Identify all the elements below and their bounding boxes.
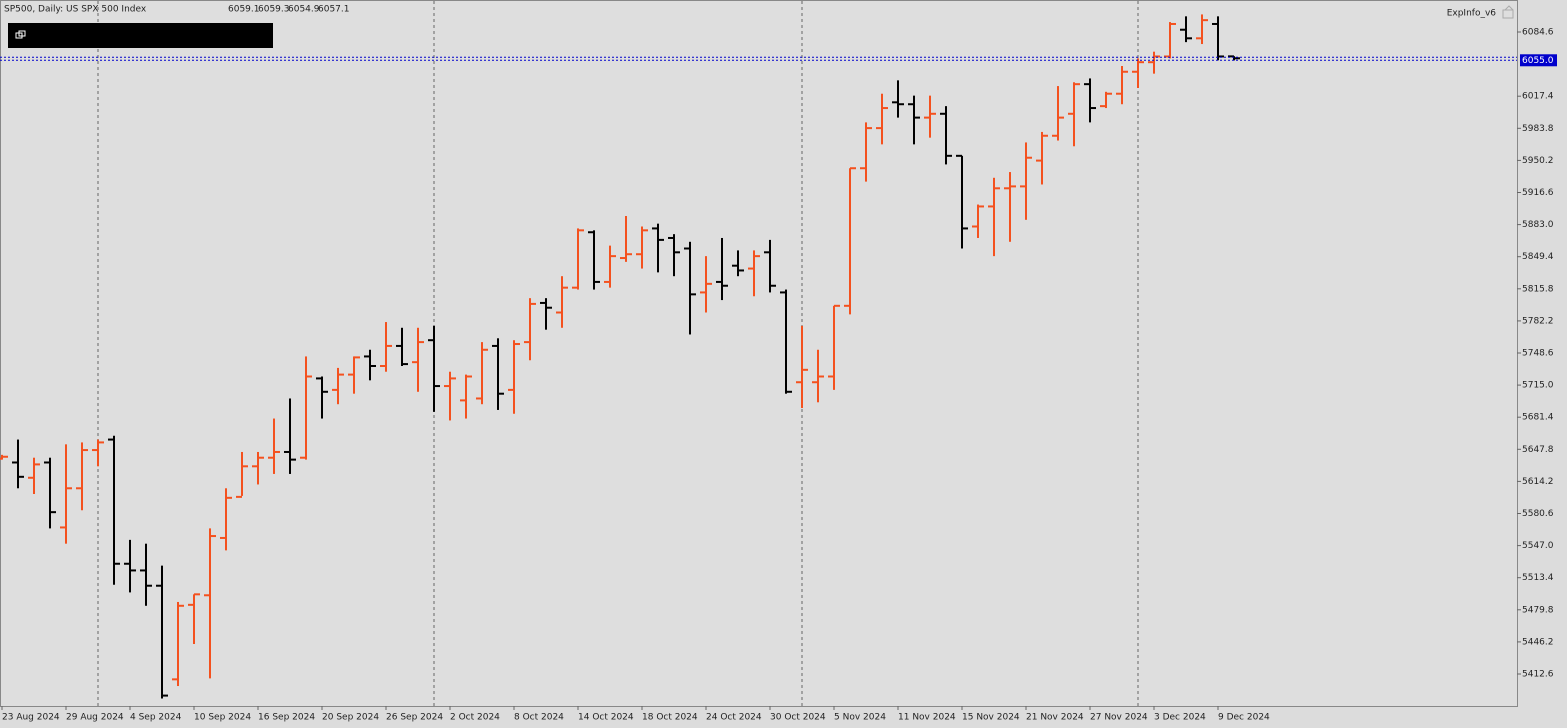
y-tick-label: 5479.8 xyxy=(1522,605,1554,615)
y-tick-label: 5815.8 xyxy=(1522,284,1554,294)
y-tick-label: 5580.6 xyxy=(1522,509,1554,519)
y-tick-label: 5983.8 xyxy=(1522,124,1554,134)
x-tick-label: 27 Nov 2024 xyxy=(1090,713,1148,723)
ohlc-close: 6057.1 xyxy=(318,5,350,15)
x-tick-label: 3 Dec 2024 xyxy=(1154,713,1206,723)
plot: 6084.6 6017.4 5983.8 5950.2 5916.6 5883.0 5849… xyxy=(0,14,1557,723)
y-tick-label: 5715.0 xyxy=(1522,381,1554,391)
y-tick-label: 5950.2 xyxy=(1522,156,1554,166)
y-tick-label: 5647.8 xyxy=(1522,445,1554,455)
x-tick-label: 26 Sep 2024 xyxy=(386,713,443,723)
x-tick-label: 8 Oct 2024 xyxy=(514,713,564,723)
price-label: 6055.0 xyxy=(1522,56,1554,66)
y-tick-label: 5782.2 xyxy=(1522,316,1554,326)
ohlc-high: 6059.3 xyxy=(258,5,290,15)
x-tick-label: 15 Nov 2024 xyxy=(962,713,1020,723)
x-tick-label: 18 Oct 2024 xyxy=(642,713,698,723)
panel[interactable] xyxy=(8,23,273,48)
y-tick-label: 6017.4 xyxy=(1522,92,1554,102)
x-tick-label: 16 Sep 2024 xyxy=(258,713,315,723)
y-tick-label: 5883.0 xyxy=(1522,220,1554,230)
x-tick-label: 5 Nov 2024 xyxy=(834,713,886,723)
y-tick-label: 5614.2 xyxy=(1522,477,1554,487)
y-tick-label: 5446.2 xyxy=(1522,637,1554,647)
x-tick-label: 2 Oct 2024 xyxy=(450,713,500,723)
x-tick-label: 30 Oct 2024 xyxy=(770,713,826,723)
y-tick-label: 5916.6 xyxy=(1522,188,1554,198)
x-tick-label: 14 Oct 2024 xyxy=(578,713,634,723)
y-tick-label: 6084.6 xyxy=(1522,28,1554,38)
y-tick-label: 5748.6 xyxy=(1522,349,1554,359)
ohlc-low: 6054.9 xyxy=(288,5,320,15)
x-tick-label: 11 Nov 2024 xyxy=(898,713,956,723)
y-tick-label: 5412.6 xyxy=(1522,669,1554,679)
y-tick-label: 5513.4 xyxy=(1522,573,1554,583)
x-tick-label: 23 Aug 2024 xyxy=(2,713,60,723)
x-tick-label: 9 Dec 2024 xyxy=(1218,713,1270,723)
indicator-icon xyxy=(1502,5,1514,19)
x-tick-label: 24 Oct 2024 xyxy=(706,713,762,723)
indicator-label: ExpInfo_v6 xyxy=(1447,9,1497,19)
ohlc-open: 6059.1 xyxy=(228,5,260,15)
y-tick-label: 5681.4 xyxy=(1522,413,1554,423)
chart-title: SP500, Daily: US SPX 500 Index xyxy=(4,5,147,15)
x-tick-label: 20 Sep 2024 xyxy=(322,713,379,723)
x-tick-label: 4 Sep 2024 xyxy=(130,713,182,723)
x-tick-label: 29 Aug 2024 xyxy=(66,713,124,723)
x-tick-label: 21 Nov 2024 xyxy=(1026,713,1084,723)
y-tick-label: 5547.0 xyxy=(1522,541,1554,551)
price-label-box xyxy=(1520,54,1557,67)
x-tick-label: 10 Sep 2024 xyxy=(194,713,251,723)
plot-area xyxy=(0,0,1518,707)
y-tick-label: 5849.4 xyxy=(1522,252,1554,262)
panel-icon xyxy=(15,30,26,39)
